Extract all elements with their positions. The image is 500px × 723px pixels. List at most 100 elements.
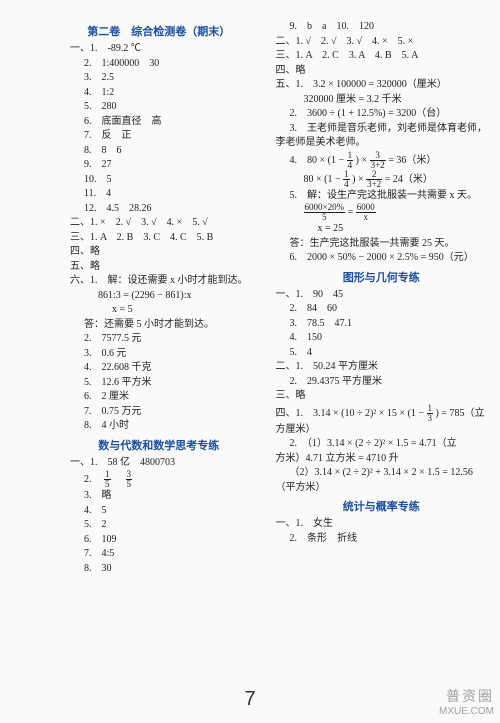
answer-line: （平方米） [276,481,488,496]
answer-line: 一、1. 女生 [276,517,488,532]
answer-line: 10. 5 [70,173,248,188]
answer-line: 三、1. A 2. B 3. C 4. C 5. B [70,231,248,246]
eq-prefix: 四、1. 3.14 × (10 ÷ 2)² × 15 × (1 − [276,407,427,418]
eq-suffix: ) = 785（立 [436,407,485,418]
equals: = [348,207,356,218]
watermark-url: MXUE.COM [439,706,494,717]
answer-line: 7. 反 正 [70,129,248,144]
right-column: 9. b a 10. 120 二、1. √ 2. √ 3. √ 4. × 5. … [276,20,488,660]
eq-suffix: = 36（米） [388,154,436,165]
answer-line-frac: 2. 15 35 [70,470,248,489]
answer-line: 6. 2 厘米 [70,390,248,405]
equation-line: x = 25 [276,222,488,237]
answer-line: 李老师是美术老师。 [276,136,488,151]
answer-line: 4. 1:2 [70,86,248,101]
answer-line: 7. 4:5 [70,547,248,562]
answer-line: 2. 29.4375 平方厘米 [276,375,488,390]
answer-line: 6. 底面直径 高 [70,115,248,130]
equation-line: 四、1. 3.14 × (10 ÷ 2)² × 15 × (1 − 13 ) =… [276,404,488,423]
fraction: 14 [347,151,354,170]
answer-line: 四、略 [70,245,248,260]
fraction: 6000x [356,203,376,222]
answer-line: 二、1. √ 2. √ 3. √ 4. × 5. × [276,35,488,50]
answer-line: 9. 27 [70,158,248,173]
eq-prefix: 80 × [304,173,322,184]
section-title-geometry: 图形与几何专练 [276,269,488,285]
answer-line: 11. 4 [70,187,248,202]
answer-line: 一、1. 90 45 [276,288,488,303]
answer-line: 答：生产完这批服装一共需要 25 天。 [276,237,488,252]
answer-line: 2. （1）3.14 × (2 ÷ 2)² × 1.5 = 4.71（立 [276,437,488,452]
answer-line: 三、略 [276,389,488,404]
frac-prefix: 2. [84,474,102,485]
answer-line: 2. 84 60 [276,302,488,317]
answer-line: 二、1. 50.24 平方厘米 [276,360,488,375]
paren: (1 − [328,154,347,165]
answer-line: 一、1. -89.2 ℃ [70,42,248,57]
paren: ) × [352,173,363,184]
fraction: 33+2 [370,151,386,170]
answer-line: 5. 解：设生产完这批服装一共需要 x 天。 [276,189,488,204]
answer-line: 9. b a 10. 120 [276,20,488,35]
answer-line: 8. 30 [70,562,248,577]
answer-line: 3. 78.5 47.1 [276,317,488,332]
answer-line: 6. 109 [70,533,248,548]
answer-line: 四、略 [276,64,488,79]
answer-line: 5. 2 [70,518,248,533]
content-columns: 第二卷 综合检测卷（期末） 一、1. -89.2 ℃ 2. 1:400000 3… [70,20,460,660]
answer-line: 4. 5 [70,504,248,519]
answer-line: 答：还需要 5 小时才能到达。 [70,318,248,333]
answer-line: 8. 4 小时 [70,419,248,434]
equation-line: 6000×20%5 = 6000x [276,203,488,222]
answer-line: 五、1. 3.2 × 100000 = 320000（厘米） [276,78,488,93]
equation-line: 861:3 = (2296 − 861):x [70,289,248,304]
answer-line: 7. 0.75 万元 [70,405,248,420]
answer-line: 3. 略 [70,489,248,504]
fraction: 23+2 [366,170,382,189]
fraction: 35 [126,470,133,489]
answer-line: 二、1. × 2. √ 3. √ 4. × 5. √ [70,216,248,231]
answer-line: 方米）4.71 立方米 = 4710 升 [276,452,488,467]
answer-line: 方厘米） [276,423,488,438]
answer-line: 3. 2.5 [70,71,248,86]
equation-line: 80 × (1 − 14 ) × 23+2 = 24（米） [276,170,488,189]
section-title-statistics: 统计与概率专练 [276,498,488,514]
answer-line: 12. 4.5 28.26 [70,202,248,217]
answer-line: 5. 4 [276,346,488,361]
answer-line: （2）3.14 × (2 ÷ 2)² + 3.14 × 2 × 1.5 = 12… [276,466,488,481]
paren: ) × [356,154,367,165]
fraction: 15 [104,470,111,489]
answer-line: 2. 7577.5 元 [70,332,248,347]
section-title-numbers: 数与代数和数学思考专练 [70,437,248,453]
answer-line: 8. 8 6 [70,144,248,159]
frac-sep [113,474,123,485]
answer-line: 3. 0.6 元 [70,347,248,362]
fraction: 14 [343,170,350,189]
page-number: 7 [244,688,255,711]
answer-line: 3. 王老师是音乐老师，刘老师是体育老师， [276,122,488,137]
answer-line: 五、略 [70,260,248,275]
fraction: 13 [427,404,434,423]
equation-line: 4. 80 × (1 − 14 ) × 33+2 = 36（米） [276,151,488,170]
answer-line: 2. 条形 折线 [276,532,488,547]
answer-line: 一、1. 58 亿 4800703 [70,456,248,471]
eq-suffix: = 24（米） [385,173,433,184]
answer-line: 三、1. A 2. C 3. A 4. B 5. A [276,49,488,64]
equation-line: x = 5 [70,303,248,318]
watermark-title: 普资圈 [439,686,494,706]
fraction: 6000×20%5 [304,203,346,222]
answer-line: 5. 12.6 平方米 [70,376,248,391]
answer-line: 六、1. 解：设还需要 x 小时才能到达。 [70,274,248,289]
watermark: 普资圈 MXUE.COM [439,686,494,717]
answer-line: 320000 厘米 = 3.2 千米 [276,93,488,108]
page: 第二卷 综合检测卷（期末） 一、1. -89.2 ℃ 2. 1:400000 3… [0,0,500,723]
answer-line: 4. 22.608 千克 [70,361,248,376]
left-column: 第二卷 综合检测卷（期末） 一、1. -89.2 ℃ 2. 1:400000 3… [70,20,248,660]
answer-line: 6. 2000 × 50% − 2000 × 2.5% = 950（元） [276,251,488,266]
eq-prefix: 4. 80 × [290,154,326,165]
answer-line: 5. 280 [70,100,248,115]
answer-line: 2. 3600 ÷ (1 + 12.5%) = 3200（台） [276,107,488,122]
answer-line: 2. 1:400000 30 [70,57,248,72]
paren: (1 − [324,173,343,184]
answer-line: 4. 150 [276,331,488,346]
